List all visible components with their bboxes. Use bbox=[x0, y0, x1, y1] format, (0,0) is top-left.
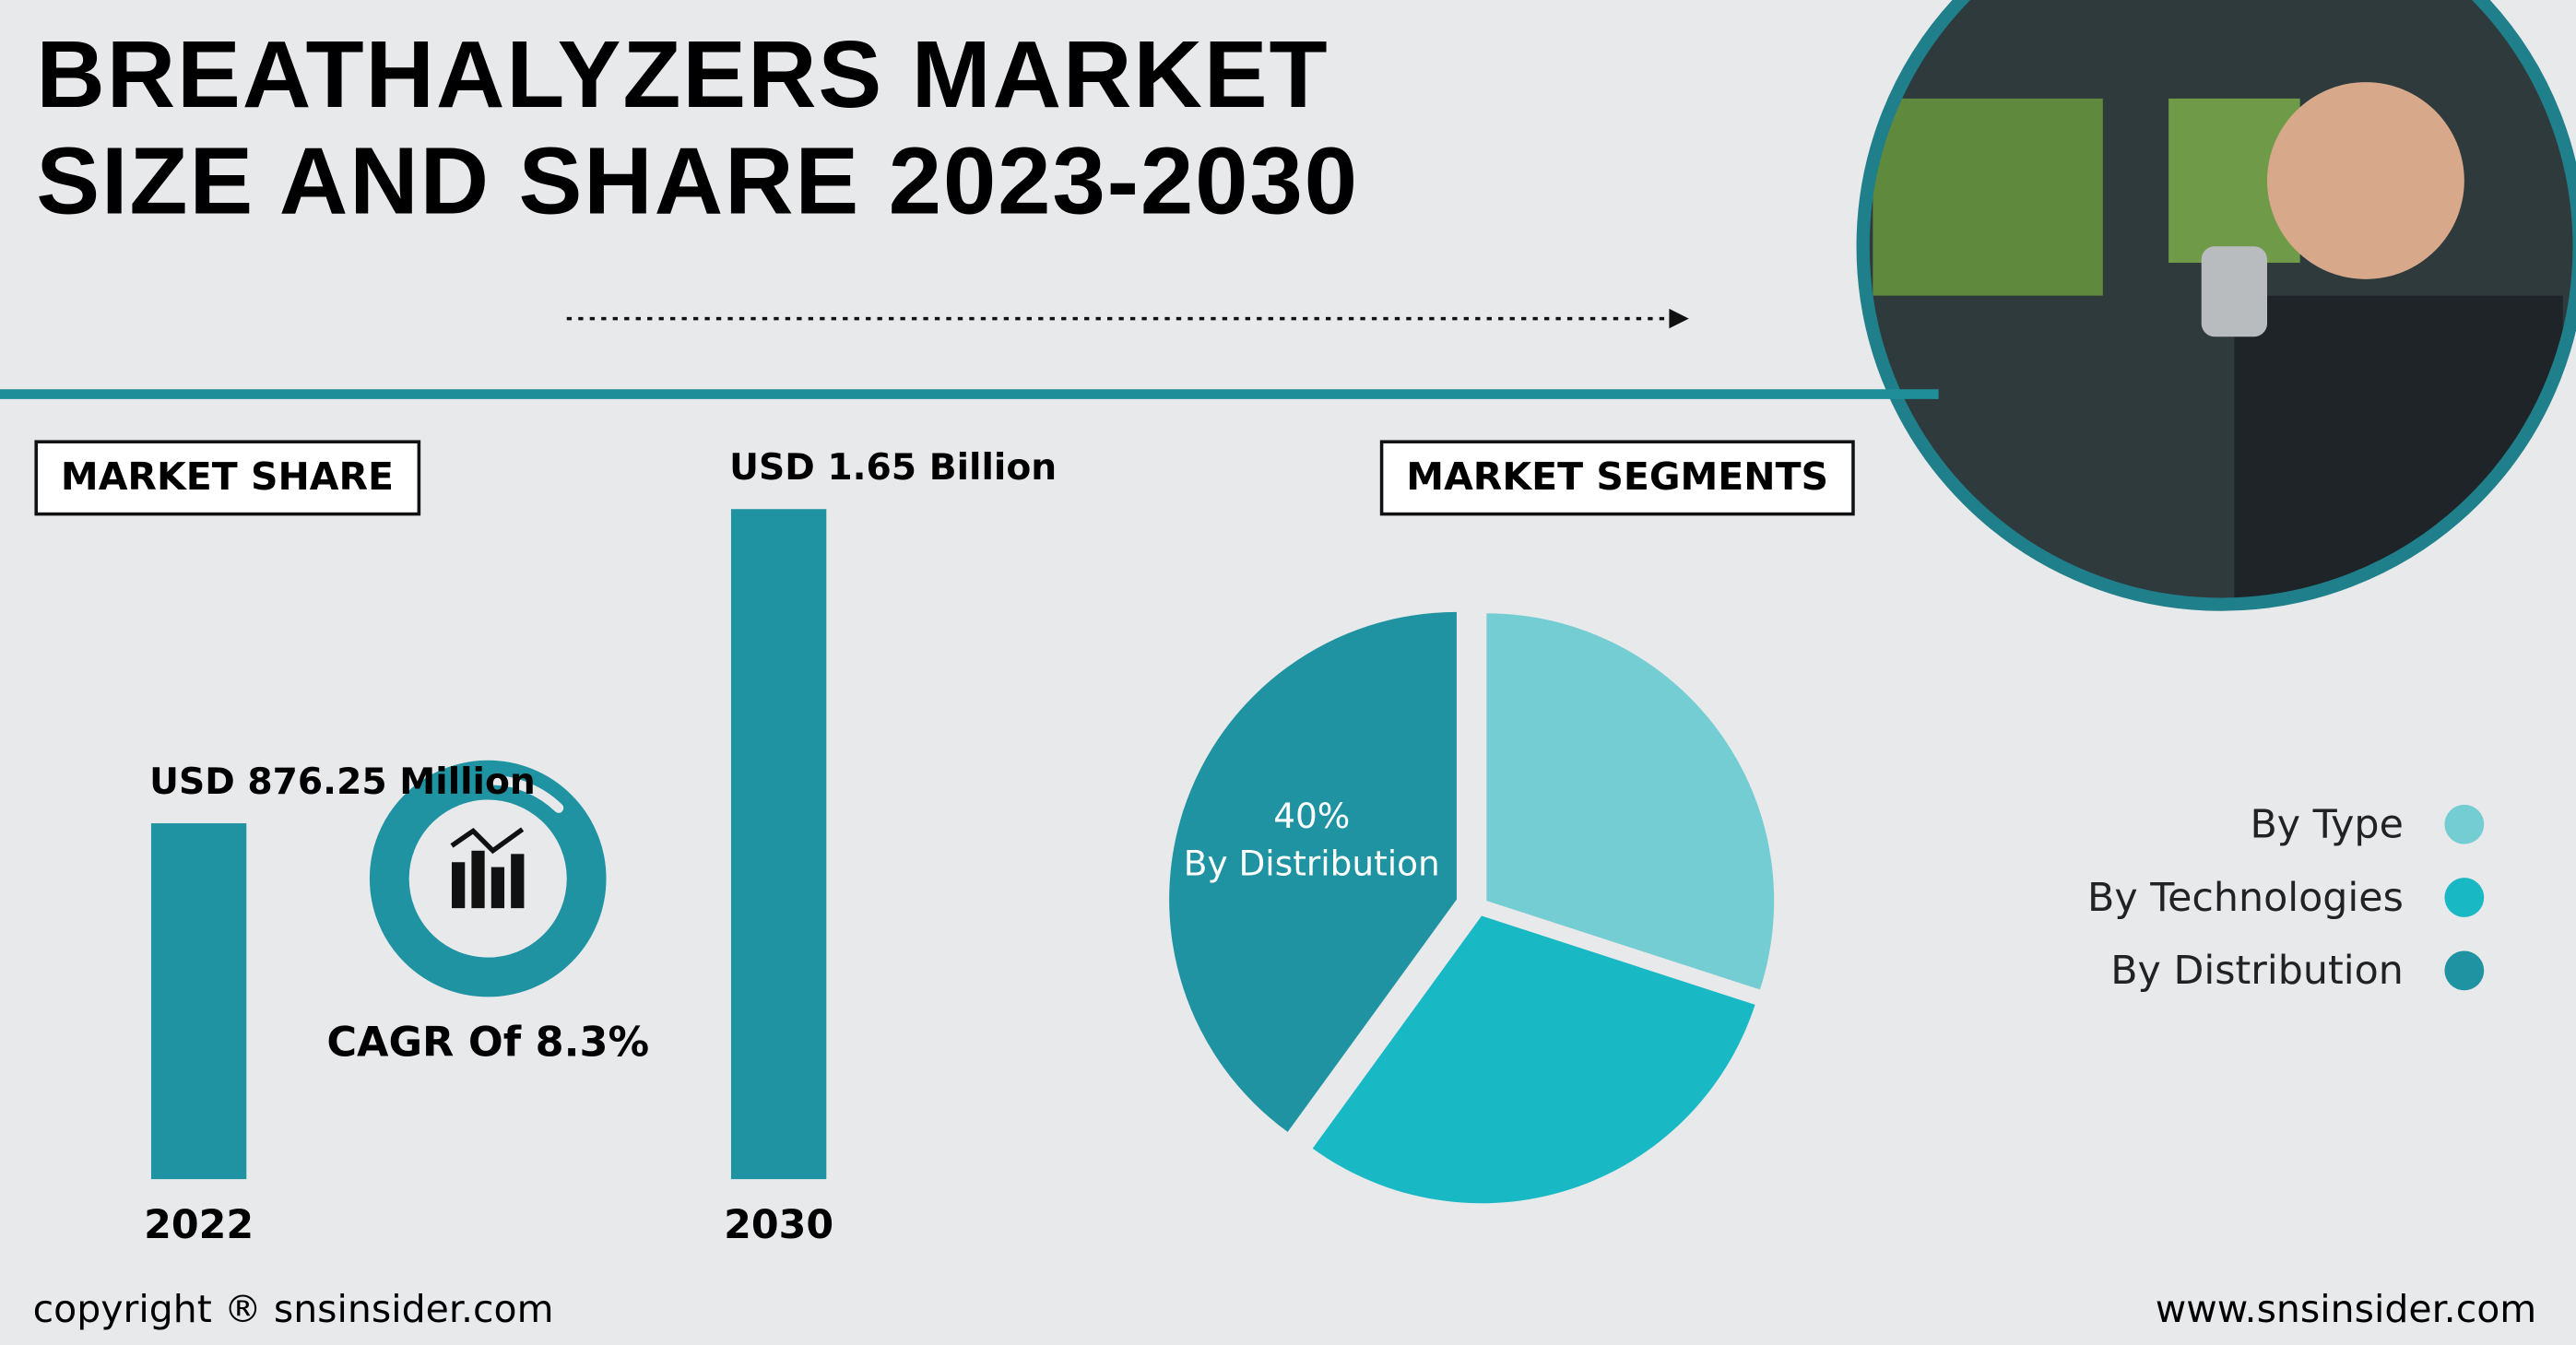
bar bbox=[730, 509, 827, 1180]
slice-label: By Distribution bbox=[1184, 844, 1440, 884]
value-label: USD 1.65 Billion bbox=[729, 447, 1057, 489]
legend-label: By Distribution bbox=[2110, 948, 2404, 994]
x-tick-label: 2022 bbox=[144, 1202, 254, 1248]
value-label: USD 876.25 Million bbox=[149, 761, 536, 803]
value-label: 40% bbox=[1273, 796, 1350, 836]
legend-swatch bbox=[2444, 804, 2485, 844]
arrow-head bbox=[1669, 308, 1689, 329]
photo bbox=[1862, 0, 2576, 605]
legend-swatch bbox=[2444, 878, 2485, 917]
section-title: MARKET SEGMENTS bbox=[1379, 440, 1855, 516]
title: BREATHALYZERS MARKET SIZE AND SHARE 2023… bbox=[36, 21, 1359, 235]
photo-frame bbox=[1856, 0, 2576, 611]
cagr-icon bbox=[369, 760, 607, 997]
pie-slice bbox=[1312, 915, 1755, 1204]
annotation: CAGR Of 8.3% bbox=[326, 1018, 649, 1066]
pie-slice bbox=[1486, 613, 1775, 990]
website: www.snsinsider.com bbox=[2155, 1289, 2537, 1332]
section-title: MARKET SHARE bbox=[34, 440, 420, 516]
legend-label: By Type bbox=[2250, 802, 2403, 848]
legend-label: By Technologies bbox=[2087, 875, 2404, 921]
copyright: copyright ® snsinsider.com bbox=[32, 1289, 554, 1332]
x-tick-label: 2030 bbox=[724, 1202, 833, 1248]
bar bbox=[150, 823, 247, 1180]
pie-slice bbox=[1169, 611, 1457, 1132]
legend-swatch bbox=[2444, 950, 2485, 991]
